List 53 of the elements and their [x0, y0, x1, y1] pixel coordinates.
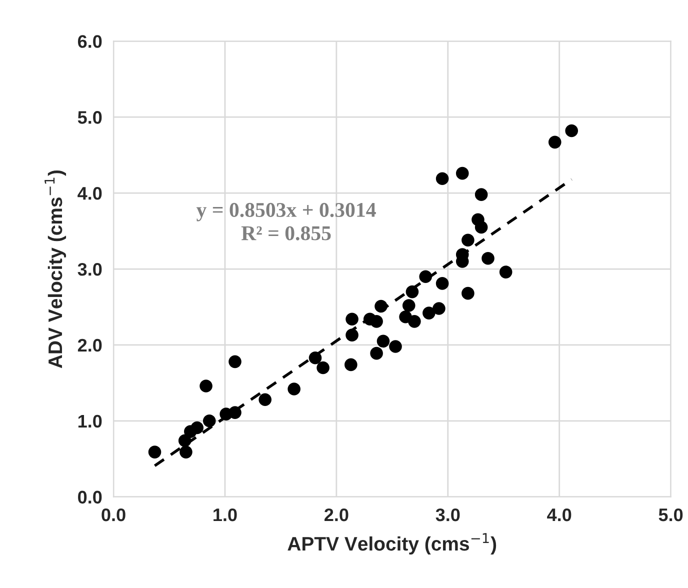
point: [178, 434, 192, 448]
point: [456, 166, 469, 180]
point: [436, 172, 449, 186]
x-tick-label: 2.0: [324, 508, 348, 522]
point: [200, 380, 212, 392]
point: [202, 414, 216, 428]
point: [422, 306, 436, 320]
x-axis-title: APTV Velocity (cms$^{−1}$): [288, 533, 496, 555]
point: [180, 446, 192, 458]
point: [462, 286, 474, 300]
point: [462, 234, 474, 247]
point: [432, 302, 446, 315]
point: [258, 393, 272, 406]
x-tick-label: 5.0: [658, 508, 683, 522]
x-tick-label: 4.0: [547, 508, 572, 522]
point: [565, 124, 578, 138]
x-tick-label: 0.0: [102, 508, 126, 522]
point: [308, 351, 322, 364]
point: [374, 300, 388, 313]
point: [436, 277, 449, 290]
point: [474, 188, 488, 201]
y-tick-label: 1.0: [78, 414, 102, 428]
point: [228, 406, 242, 419]
y-tick-label: 5.0: [78, 111, 102, 124]
point: [408, 315, 421, 328]
point: [402, 299, 416, 312]
y-tick-label: 6.0: [78, 35, 102, 48]
y-tick-label: 3.0: [78, 262, 102, 276]
point: [474, 220, 488, 234]
y-tick-label: 0.0: [78, 490, 102, 504]
point: [370, 346, 383, 360]
point: [316, 361, 330, 374]
point: [344, 358, 358, 372]
point: [406, 285, 419, 298]
annotation: y = 0.8503x + 0.3014 R² = 0.855: [196, 202, 376, 240]
point: [389, 340, 402, 353]
point: [499, 266, 512, 278]
point: [376, 334, 390, 348]
y-axis-title: ADV Velocity (cms$^{−1}$): [44, 170, 66, 368]
point: [288, 382, 300, 396]
x-tick-label: 3.0: [436, 508, 460, 522]
point: [482, 252, 494, 265]
point: [548, 136, 562, 149]
y-tick-label: 2.0: [78, 338, 102, 352]
point: [370, 315, 383, 328]
y-tick-label: 4.0: [78, 186, 102, 200]
point: [346, 312, 358, 326]
point: [419, 270, 432, 284]
point: [346, 328, 358, 342]
x-tick-label: 1.0: [214, 508, 237, 522]
point: [228, 355, 242, 368]
point: [190, 421, 204, 434]
point: [148, 446, 162, 458]
